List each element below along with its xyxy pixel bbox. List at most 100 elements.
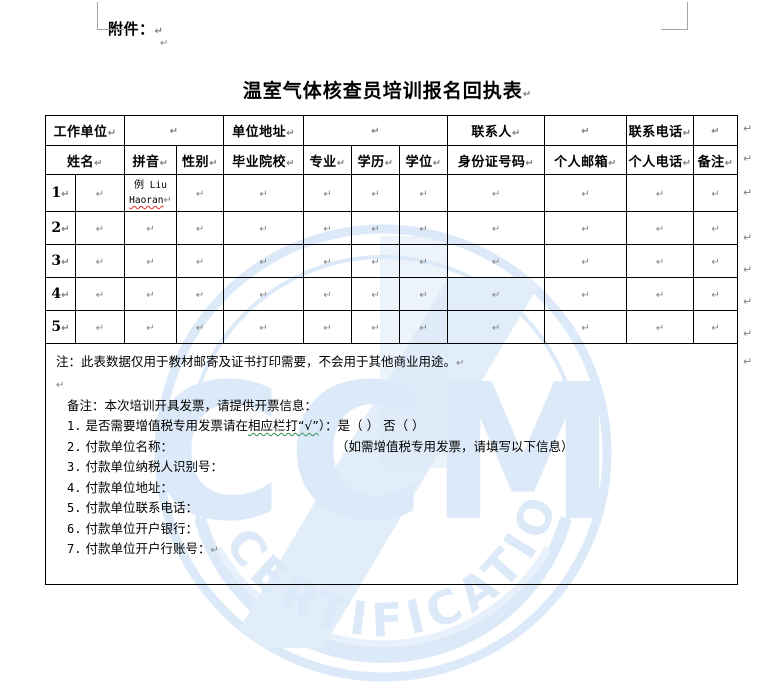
pilcrow-mark: ↵ — [259, 323, 268, 334]
pilcrow-mark: ↵ — [522, 89, 533, 100]
cell-email[interactable]: ↵ — [544, 277, 628, 311]
pilcrow-mark: ↵ — [323, 224, 332, 235]
cell-phone[interactable]: ↵ — [626, 244, 695, 278]
usage-note: 注：此表数据仅用于教材邮寄及证书打印需要，不会用于其他商业用途。↵ — [56, 352, 737, 374]
cell-gender[interactable]: ↵ — [175, 277, 225, 311]
cell-degree[interactable]: ↵ — [399, 211, 449, 245]
cell-phone[interactable]: ↵ — [626, 277, 695, 311]
cell-phone[interactable]: ↵ — [626, 174, 695, 212]
pilcrow-mark: ↵ — [682, 128, 692, 139]
pilcrow-mark: ↵ — [384, 157, 394, 169]
header-cell-unit-address-value[interactable]: ↵ — [303, 115, 449, 146]
pilcrow-mark: ↵ — [432, 157, 442, 169]
header-cell-contact-phone-value[interactable]: ↵ — [693, 115, 739, 146]
pilcrow-mark: ↵ — [95, 189, 105, 200]
cell-name[interactable]: ↵ — [75, 310, 125, 344]
cell-gender[interactable]: ↵ — [175, 310, 225, 344]
column-header-phone: 个人电话↵ — [626, 145, 695, 175]
cell-id-number[interactable]: ↵ — [447, 277, 546, 311]
cell-major[interactable]: ↵ — [303, 310, 353, 344]
item-number: 7. — [67, 542, 82, 556]
pilcrow-mark: ↵ — [209, 157, 218, 169]
cell-pinyin[interactable]: ↵ — [124, 244, 177, 278]
pilcrow-mark: ↵ — [61, 224, 70, 235]
cell-name[interactable]: ↵ — [75, 244, 125, 278]
cell-gender[interactable]: ↵ — [175, 174, 225, 212]
table-row: 4↵ ↵ ↵ ↵ ↵ ↵ ↵ ↵ ↵ ↵ ↵ ↵ — [45, 277, 739, 311]
cell-school[interactable]: ↵ — [223, 310, 305, 344]
pilcrow-mark: ↵ — [210, 545, 219, 556]
cell-remark[interactable]: ↵ — [693, 310, 739, 344]
cell-gender[interactable]: ↵ — [175, 244, 225, 278]
pilcrow-mark: ↵ — [95, 224, 105, 235]
column-header-email: 个人邮箱↵ — [544, 145, 628, 175]
pilcrow-mark: ↵ — [525, 157, 535, 169]
pilcrow-mark: ↵ — [711, 257, 720, 268]
pilcrow-mark: ↵ — [491, 323, 501, 334]
cell-gender[interactable]: ↵ — [175, 211, 225, 245]
cell-major[interactable]: ↵ — [303, 244, 353, 278]
cell-email[interactable]: ↵ — [544, 211, 628, 245]
row-number: 3↵ — [45, 244, 76, 278]
cell-degree[interactable]: ↵ — [399, 174, 449, 212]
cell-id-number[interactable]: ↵ — [447, 310, 546, 344]
crop-mark-top-right — [661, 2, 688, 30]
cell-name[interactable]: ↵ — [75, 174, 125, 212]
cell-pinyin[interactable]: ↵ — [124, 277, 177, 311]
cell-school[interactable]: ↵ — [223, 244, 305, 278]
cell-email[interactable]: ↵ — [544, 310, 628, 344]
cell-pinyin-example[interactable]: 例 Liu Haoran↵ — [124, 174, 177, 212]
pilcrow-mark: ↵ — [336, 157, 346, 169]
header-cell-contact-person-value[interactable]: ↵ — [544, 115, 628, 146]
cell-education[interactable]: ↵ — [351, 277, 401, 311]
cell-major[interactable]: ↵ — [303, 174, 353, 212]
cell-id-number[interactable]: ↵ — [447, 174, 546, 212]
pilcrow-mark: ↵ — [169, 126, 179, 137]
cell-pinyin[interactable]: ↵ — [124, 310, 177, 344]
cell-remark[interactable]: ↵ — [693, 244, 739, 278]
cell-remark[interactable]: ↵ — [693, 277, 739, 311]
page-title-text: 温室气体核查员培训报名回执表 — [242, 80, 523, 102]
cell-phone[interactable]: ↵ — [626, 211, 695, 245]
header-cell-work-unit-value[interactable]: ↵ — [123, 115, 225, 146]
cell-school[interactable]: ↵ — [223, 277, 305, 311]
cell-name[interactable]: ↵ — [75, 211, 125, 245]
cell-name[interactable]: ↵ — [75, 277, 125, 311]
pilcrow-mark: ↵ — [608, 157, 617, 169]
cell-education[interactable]: ↵ — [351, 211, 401, 245]
pilcrow-mark: ↵ — [743, 152, 753, 165]
cell-degree[interactable]: ↵ — [399, 244, 449, 278]
remark-heading: 备注：本次培训开具发票，请提供开票信息： — [56, 396, 737, 416]
cell-degree[interactable]: ↵ — [399, 277, 449, 311]
cell-education[interactable]: ↵ — [351, 174, 401, 212]
pilcrow-mark: ↵ — [743, 327, 753, 340]
cell-school[interactable]: ↵ — [223, 211, 305, 245]
cell-phone[interactable]: ↵ — [626, 310, 695, 344]
cell-school[interactable]: ↵ — [223, 174, 305, 212]
header-cell-work-unit: 工作单位↵ — [45, 115, 125, 146]
cell-remark[interactable]: ↵ — [693, 211, 739, 245]
cell-email[interactable]: ↵ — [544, 174, 628, 212]
pilcrow-mark: ↵ — [743, 355, 753, 368]
pilcrow-mark: ↵ — [581, 257, 590, 268]
cell-email[interactable]: ↵ — [544, 244, 628, 278]
cell-degree[interactable]: ↵ — [399, 310, 449, 344]
pilcrow-mark: ↵ — [107, 128, 117, 139]
cell-education[interactable]: ↵ — [351, 244, 401, 278]
invoice-item-1: 1. 是否需要增值税专用发票请在相应栏打“√”）：是（ ） 否（ ） — [56, 416, 737, 437]
pilcrow-mark: ↵ — [655, 224, 665, 235]
cell-remark[interactable]: ↵ — [693, 174, 739, 212]
item-text-before: 付款单位地址： — [85, 479, 173, 495]
pilcrow-mark: ↵ — [371, 126, 380, 137]
cell-major[interactable]: ↵ — [303, 277, 353, 311]
cell-pinyin[interactable]: ↵ — [124, 211, 177, 245]
pilcrow-mark: ↵ — [195, 189, 205, 200]
pilcrow-mark: ↵ — [159, 157, 169, 169]
pilcrow-mark: ↵ — [581, 323, 590, 334]
cell-education[interactable]: ↵ — [351, 310, 401, 344]
cell-id-number[interactable]: ↵ — [447, 244, 546, 278]
pilcrow-mark: ↵ — [286, 157, 295, 169]
row-number: 5↵ — [45, 310, 76, 344]
cell-major[interactable]: ↵ — [303, 211, 353, 245]
cell-id-number[interactable]: ↵ — [447, 211, 546, 245]
